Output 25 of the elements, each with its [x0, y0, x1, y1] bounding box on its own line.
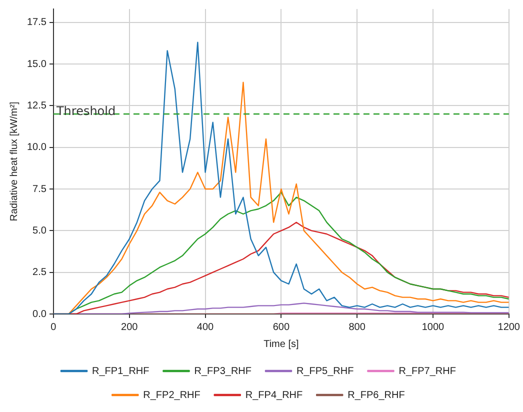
y-tick-label: 5.0	[32, 225, 47, 236]
x-axis-title: Time [s]	[264, 338, 299, 350]
y-axis-title: Radiative heat flux [kW/m²]	[8, 102, 20, 222]
ref-line-label: Threshold	[55, 104, 116, 118]
x-tick-label: 1200	[498, 322, 520, 333]
legend-label: R_FP1_RHF	[92, 366, 150, 377]
legend-label: R_FP2_RHF	[143, 390, 200, 401]
legend-label: R_FP3_RHF	[194, 366, 252, 377]
x-tick-label: 200	[121, 322, 138, 333]
y-tick-label: 7.5	[32, 184, 47, 195]
x-tick-label: 800	[348, 322, 366, 333]
x-tick-label: 400	[196, 322, 214, 333]
x-tick-label: 1000	[422, 322, 445, 333]
legend-label: R_FP7_RHF	[398, 366, 456, 377]
legend-label: R_FP6_RHF	[348, 390, 405, 401]
y-tick-label: 2.5	[32, 267, 47, 278]
y-tick-label: 10.0	[26, 142, 47, 154]
x-tick-label: 0	[50, 322, 57, 333]
y-tick-label: 0.0	[32, 308, 47, 320]
y-tick-label: 15.0	[26, 58, 47, 70]
y-tick-label: 17.5	[26, 17, 47, 28]
legend-label: R_FP4_RHF	[245, 390, 303, 401]
y-tick-label: 12.5	[26, 100, 47, 112]
x-tick-label: 600	[272, 322, 290, 333]
legend-label: R_FP5_RHF	[296, 366, 354, 377]
